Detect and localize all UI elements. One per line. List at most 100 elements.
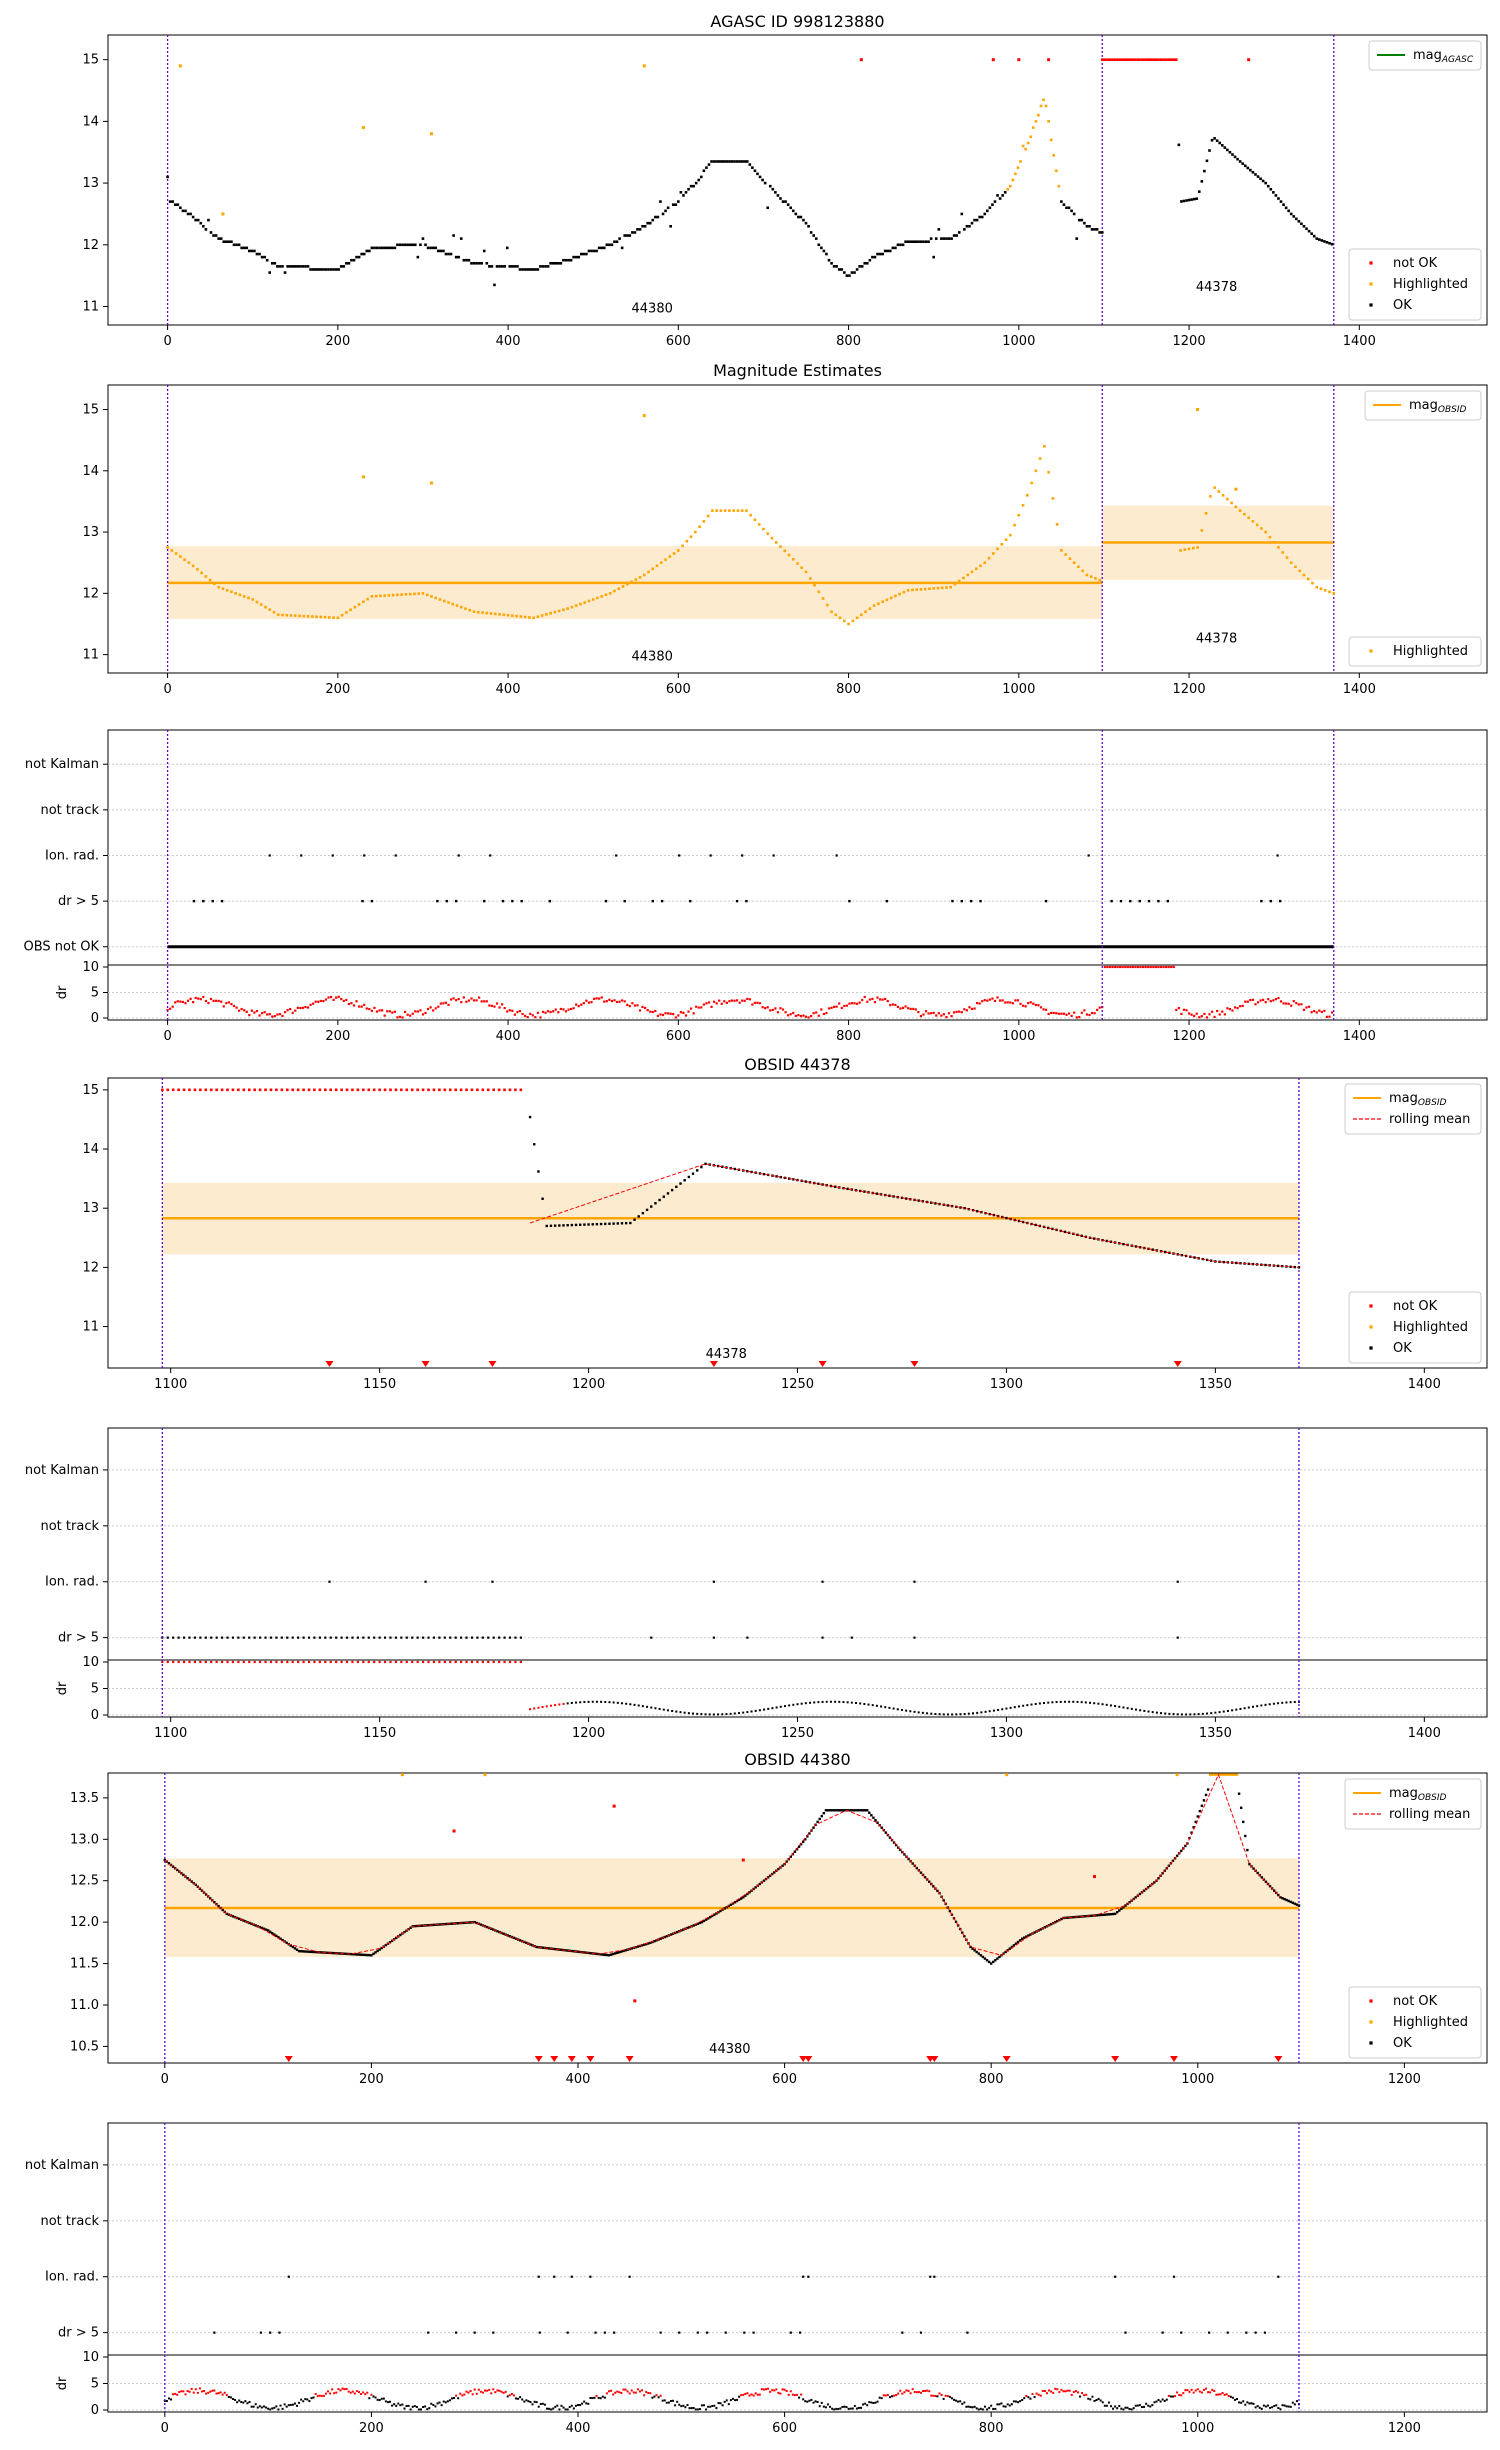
dr-point [911, 2388, 914, 2391]
flag-dr5-point [182, 1636, 186, 1639]
dr-point [779, 1007, 782, 1010]
dr-point [1318, 1009, 1321, 1012]
dr-point [1110, 2405, 1113, 2408]
agasc-point [1085, 224, 1089, 228]
agasc-point [924, 240, 928, 244]
dr-point [575, 1003, 578, 1006]
dr-point [922, 2390, 925, 2393]
dr-point [1120, 2407, 1123, 2410]
agasc-point [659, 200, 662, 203]
flag-row-label: not track [40, 2214, 99, 2229]
dr-point [1252, 2402, 1255, 2405]
dr-point [172, 1660, 175, 1664]
x-tick-label: 1400 [1343, 682, 1376, 697]
dr-point [1260, 1704, 1263, 1707]
obs44378-point [566, 1224, 569, 1227]
magest-point [1306, 577, 1310, 581]
dr-point [971, 2406, 974, 2409]
agasc-point [1108, 58, 1112, 61]
dr-point [1279, 1000, 1283, 1003]
obs44380-point [394, 1936, 398, 1940]
obs44380-point [642, 1943, 646, 1946]
dr-point [857, 2406, 860, 2409]
agasc-point [978, 215, 981, 219]
obs44378-point [946, 1204, 950, 1207]
magest-point [557, 609, 561, 613]
dr-point [1248, 2402, 1251, 2405]
dr-point [829, 2405, 832, 2408]
dr-point [215, 1660, 218, 1664]
flag-dr5-point [226, 1636, 229, 1639]
agasc-point [927, 240, 930, 244]
dr-point [986, 2408, 989, 2411]
dr-point [1307, 1005, 1311, 1008]
obs44380-point [971, 1947, 974, 1950]
legend-dot-swatch [1369, 282, 1373, 286]
dr-point [712, 1000, 716, 1003]
obs44380-point [1287, 1899, 1290, 1903]
flag-dr5-point [291, 1636, 294, 1639]
dr-point [870, 2401, 873, 2404]
obs44378-point [258, 1088, 262, 1092]
legend-label: not OK [1393, 1994, 1438, 2009]
dr-point [384, 2400, 387, 2403]
obs44378-point [633, 1218, 636, 1221]
dr-point [912, 1007, 915, 1011]
dr-point [983, 2405, 986, 2408]
obs44380-point [337, 1952, 340, 1955]
dr-point [580, 1003, 583, 1006]
magest-point [1272, 540, 1276, 544]
flag-dr5-point [302, 1636, 305, 1639]
agasc-point [700, 175, 703, 179]
obs44380-point [209, 1897, 212, 1900]
flag-dr5-point [1180, 2331, 1183, 2334]
obs44380-point [302, 1950, 305, 1953]
magest-point [1260, 527, 1263, 530]
obs44380-point [279, 1937, 282, 1940]
obs44380-point [1006, 1949, 1009, 1952]
dr-point [738, 2395, 741, 2398]
obs44380-point [973, 1949, 976, 1952]
magest-point [1226, 497, 1229, 501]
magest-point [1009, 533, 1012, 537]
dr-point [888, 2396, 891, 2399]
agasc-point [1118, 58, 1122, 61]
obs44380-point [841, 1809, 844, 1812]
agasc-point [217, 237, 220, 240]
dr-point [268, 1013, 271, 1016]
obs44380-point [1109, 1912, 1113, 1916]
dr-axis-label: dr [55, 985, 70, 999]
flag-dr5-point [487, 1636, 490, 1639]
agasc-point [1060, 200, 1063, 203]
dr-point [1087, 2397, 1090, 2400]
agasc-point [963, 228, 966, 231]
dr-point [1128, 2408, 1131, 2411]
dr-point [798, 2396, 801, 2399]
dr-point [649, 2392, 652, 2395]
agasc-point [498, 265, 501, 268]
magest-point [532, 616, 535, 620]
dr-point [511, 1009, 514, 1012]
obs44380-outlier [400, 1773, 404, 1777]
agasc-point [1328, 241, 1331, 245]
magest-point [213, 582, 216, 585]
obs44378-point [817, 1182, 820, 1185]
dr-point [1188, 2390, 1191, 2393]
flag-dr5-point [913, 1636, 916, 1639]
flag-ionrad-point [709, 854, 712, 857]
agasc-point [1103, 58, 1107, 61]
dr-point [278, 1013, 282, 1016]
obs44380-point [1012, 1944, 1016, 1947]
dr-point [1194, 2389, 1197, 2392]
dr-point [972, 1712, 975, 1715]
dr-point [495, 1002, 499, 1005]
obs44380-point [651, 1940, 654, 1944]
dr-point [178, 2391, 181, 2394]
dr-point [612, 1701, 615, 1704]
agasc-point [1139, 58, 1142, 61]
agasc-point [1159, 58, 1163, 61]
dr-point [1323, 1009, 1326, 1012]
magest-point [872, 604, 876, 607]
obs44380-point [1208, 1773, 1212, 1776]
agasc-point [743, 160, 747, 163]
